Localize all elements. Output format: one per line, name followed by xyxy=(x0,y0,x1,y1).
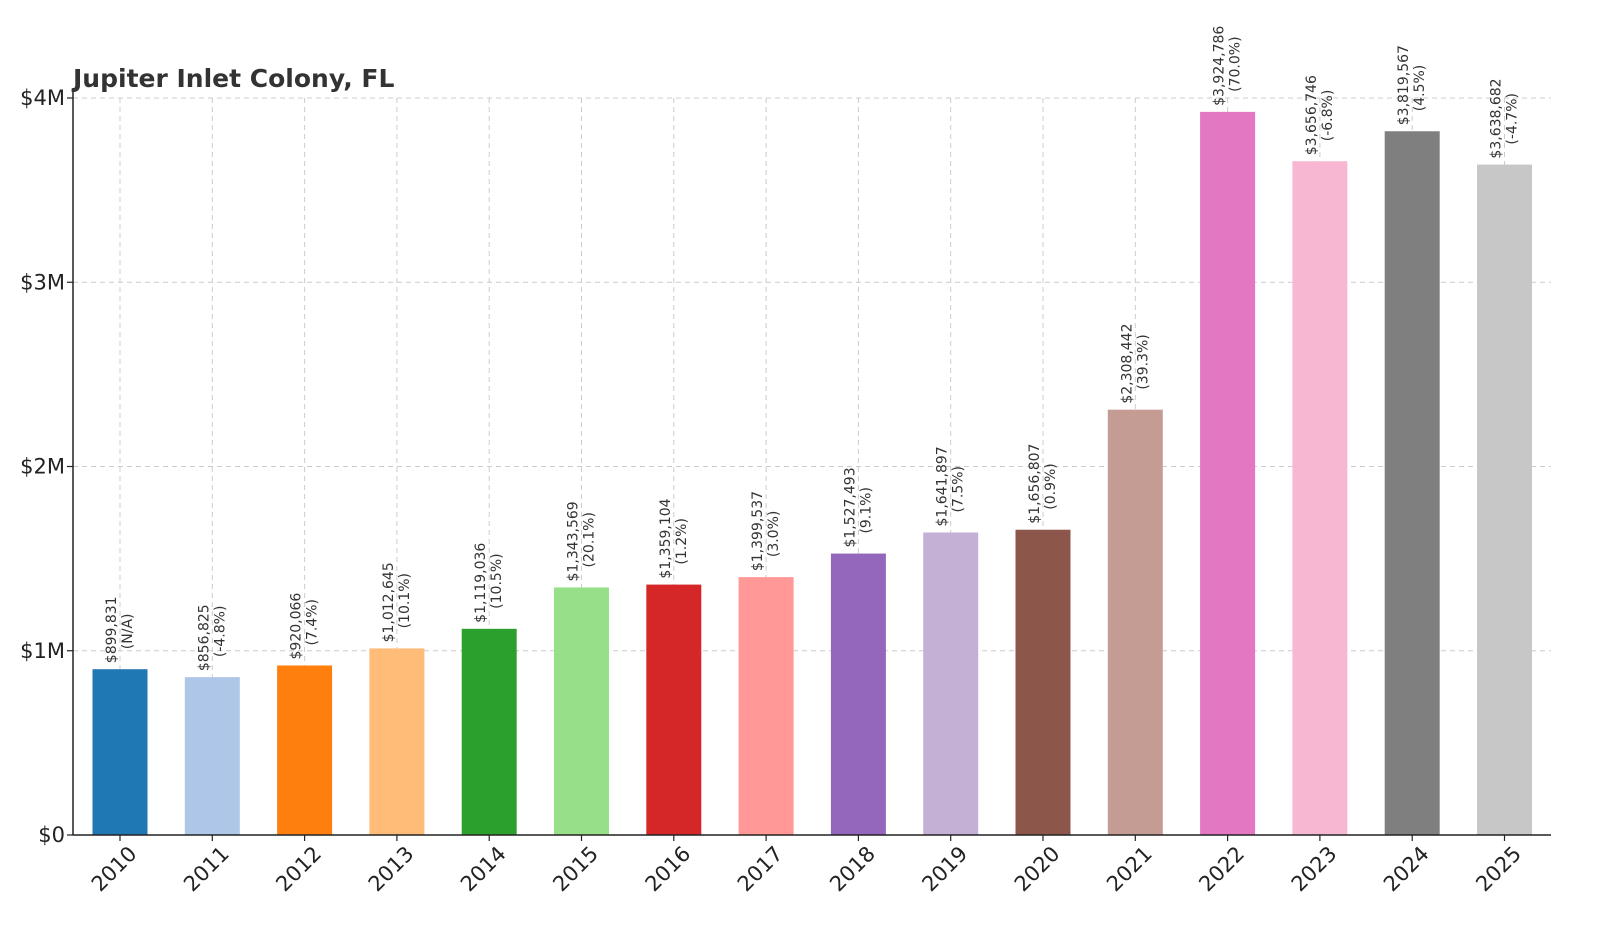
y-tick-label: $1M xyxy=(20,639,65,663)
bar-2010 xyxy=(92,669,148,835)
x-tick-label: 2022 xyxy=(1194,842,1249,897)
x-tick-label: 2017 xyxy=(733,842,788,897)
value-labels: $899,831 (N/A) $856,825 (-4.8%) $920,066 (7.4… xyxy=(104,26,1521,672)
bar-change-label: (1.2%) xyxy=(674,518,690,565)
bar-value-label: $3,656,746 xyxy=(1304,75,1320,155)
bar-change-label: (4.5%) xyxy=(1412,65,1428,112)
bar-value-label: $3,924,786 xyxy=(1212,26,1228,106)
bar-label-2012: $920,066 (7.4%) xyxy=(289,593,321,660)
bar-value-label: $899,831 xyxy=(104,596,120,663)
bar-value-label: $1,359,104 xyxy=(658,498,674,578)
bar-2021 xyxy=(1107,409,1163,835)
bar-value-label: $1,656,807 xyxy=(1027,444,1043,524)
bar-2015 xyxy=(554,587,609,835)
bar-2020 xyxy=(1015,529,1071,835)
bar-2018 xyxy=(830,553,886,835)
bar-value-label: $920,066 xyxy=(289,593,305,660)
bar-label-2024: $3,819,567 (4.5%) xyxy=(1396,45,1428,125)
bar-change-label: (39.3%) xyxy=(1135,334,1151,389)
bar-change-label: (70.0%) xyxy=(1228,36,1244,91)
bar-value-label: $1,119,036 xyxy=(473,543,489,623)
bar-change-label: (10.1%) xyxy=(397,573,413,628)
bar-value-label: $1,012,645 xyxy=(381,562,397,642)
x-tick-label: 2011 xyxy=(179,842,234,897)
x-tick-label: 2021 xyxy=(1102,842,1157,897)
bar-change-label: (-4.8%) xyxy=(212,606,228,658)
x-tick-label: 2019 xyxy=(917,842,972,897)
bar-2023 xyxy=(1292,161,1348,835)
bar-label-2018: $1,527,493 (9.1%) xyxy=(842,467,874,547)
x-tick-label: 2013 xyxy=(364,842,419,897)
bar-label-2014: $1,119,036 (10.5%) xyxy=(473,543,505,623)
bar-value-label: $1,343,569 xyxy=(566,501,582,581)
x-tick-label: 2010 xyxy=(87,842,142,897)
bar-value-label: $856,825 xyxy=(196,604,212,671)
bar-change-label: (10.5%) xyxy=(489,553,505,608)
bar-label-2025: $3,638,682 (-4.7%) xyxy=(1489,78,1521,158)
bar-change-label: (20.1%) xyxy=(582,512,598,567)
bar-2011 xyxy=(184,677,240,835)
bar-value-label: $1,641,897 xyxy=(935,446,951,526)
bar-2016 xyxy=(646,584,702,835)
y-tick-label: $2M xyxy=(20,455,65,479)
bar-2019 xyxy=(923,532,979,835)
bars xyxy=(92,111,1532,836)
bar-value-label: $3,638,682 xyxy=(1489,78,1505,158)
bar-label-2022: $3,924,786 (70.0%) xyxy=(1212,26,1244,106)
bar-2025 xyxy=(1477,164,1532,835)
x-tick-label: 2024 xyxy=(1379,842,1434,897)
chart-title: Jupiter Inlet Colony, FL xyxy=(71,64,394,93)
bar-label-2019: $1,641,897 (7.5%) xyxy=(935,446,967,526)
bar-value-label: $1,527,493 xyxy=(842,467,858,547)
bar-label-2016: $1,359,104 (1.2%) xyxy=(658,498,690,578)
y-tick-label: $0 xyxy=(38,823,65,847)
bar-2012 xyxy=(277,665,333,835)
bar-2022 xyxy=(1200,111,1256,836)
x-tick-label: 2020 xyxy=(1010,842,1065,897)
x-tick-label: 2012 xyxy=(271,842,326,897)
bar-2024 xyxy=(1384,131,1440,836)
bar-label-2020: $1,656,807 (0.9%) xyxy=(1027,444,1059,524)
bar-label-2011: $856,825 (-4.8%) xyxy=(196,604,228,671)
bar-change-label: (N/A) xyxy=(120,614,136,650)
bar-change-label: (3.0%) xyxy=(766,511,782,558)
bar-value-label: $3,819,567 xyxy=(1396,45,1412,125)
bar-label-2015: $1,343,569 (20.1%) xyxy=(566,501,598,581)
bar-label-2017: $1,399,537 (3.0%) xyxy=(750,491,782,571)
bar-change-label: (7.4%) xyxy=(305,599,321,646)
x-tick-label: 2018 xyxy=(825,842,880,897)
bar-change-label: (-6.8%) xyxy=(1320,90,1336,142)
x-tick-label: 2016 xyxy=(641,842,696,897)
x-tick-label: 2023 xyxy=(1287,842,1342,897)
y-tick-label: $4M xyxy=(20,86,65,110)
bar-2013 xyxy=(369,648,425,835)
x-tick-label: 2014 xyxy=(456,842,511,897)
bar-value-label: $2,308,442 xyxy=(1119,323,1135,403)
bar-change-label: (-4.7%) xyxy=(1505,93,1521,145)
bar-label-2021: $2,308,442 (39.3%) xyxy=(1119,323,1151,403)
x-tick-label: 2025 xyxy=(1471,842,1526,897)
bar-label-2023: $3,656,746 (-6.8%) xyxy=(1304,75,1336,155)
bar-change-label: (0.9%) xyxy=(1043,463,1059,510)
y-tick-label: $3M xyxy=(20,270,65,294)
bar-2017 xyxy=(738,577,794,835)
bar-change-label: (7.5%) xyxy=(951,466,967,513)
bar-change-label: (9.1%) xyxy=(858,487,874,534)
bar-2014 xyxy=(461,628,517,835)
bar-label-2010: $899,831 (N/A) xyxy=(104,596,136,663)
bar-value-label: $1,399,537 xyxy=(750,491,766,571)
x-tick-label: 2015 xyxy=(548,842,603,897)
bar-label-2013: $1,012,645 (10.1%) xyxy=(381,562,413,642)
